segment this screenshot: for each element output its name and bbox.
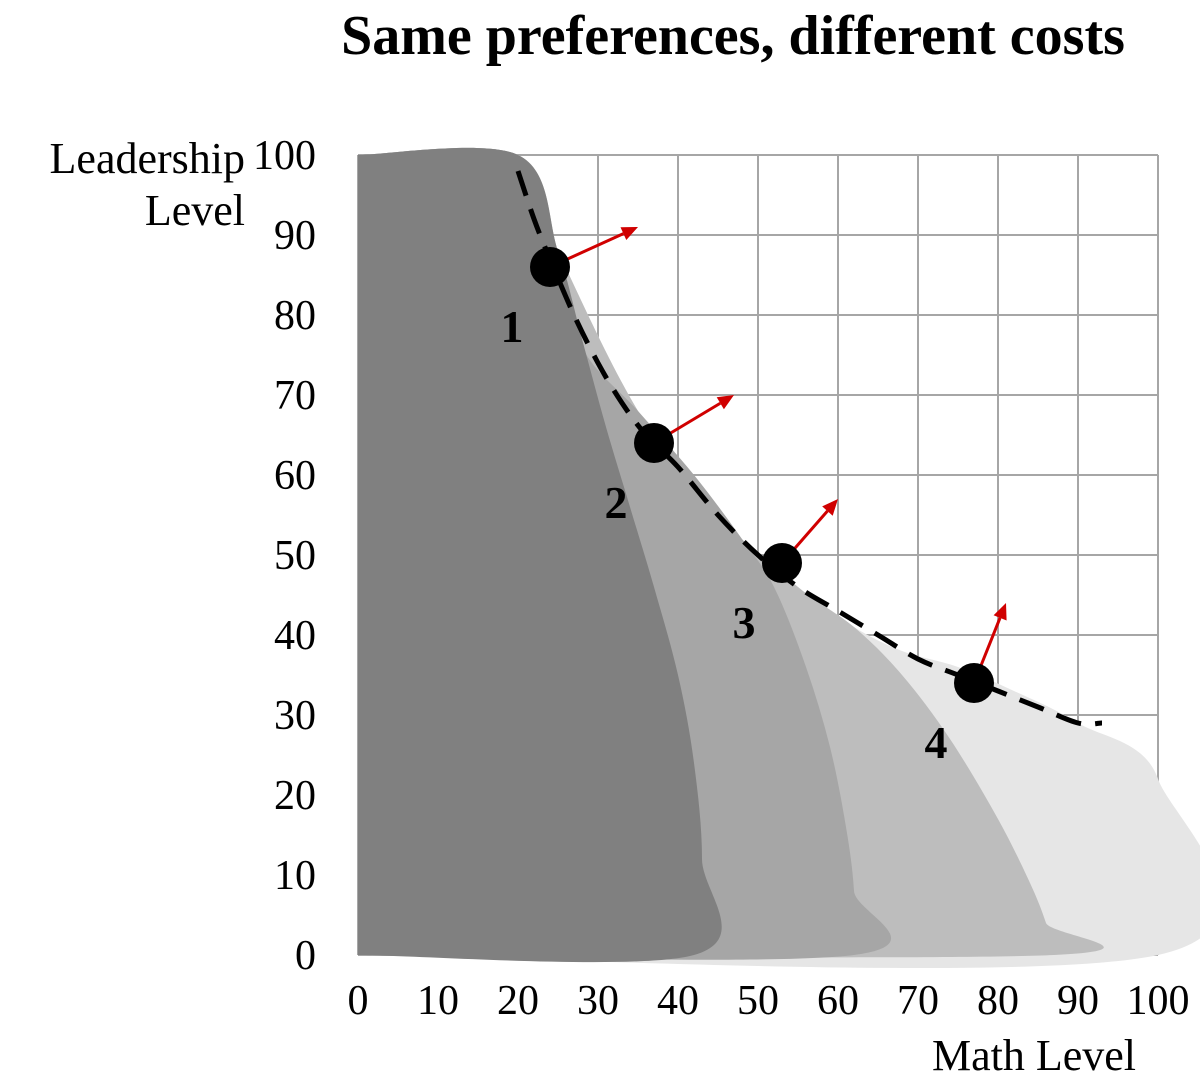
points: 1 2 3 4 bbox=[501, 247, 994, 768]
x-tick-label-0: 0 bbox=[348, 978, 369, 1024]
indifference-curve-layer bbox=[515, 170, 1103, 727]
optimal-point-4 bbox=[954, 663, 994, 703]
y-tick-label-100: 100 bbox=[253, 133, 316, 179]
y-tick-label-0: 0 bbox=[295, 933, 316, 979]
preference-arrowhead-3 bbox=[822, 499, 838, 516]
feasible-region-1 bbox=[358, 147, 722, 963]
x-tick-label-70: 70 bbox=[897, 978, 939, 1024]
y-tick-label-40: 40 bbox=[274, 613, 316, 659]
point-label-3: 3 bbox=[733, 597, 756, 648]
preference-arrowhead-1 bbox=[620, 227, 638, 240]
feasible-regions bbox=[358, 147, 1200, 969]
y-axis-label-line-1: Leadership bbox=[50, 134, 245, 183]
y-axis-label-line-2: Level bbox=[145, 186, 245, 235]
y-tick-label-50: 50 bbox=[274, 533, 316, 579]
x-tick-label-50: 50 bbox=[737, 978, 779, 1024]
y-tick-label-20: 20 bbox=[274, 773, 316, 819]
x-tick-label-20: 20 bbox=[497, 978, 539, 1024]
indifference-curve bbox=[515, 170, 1103, 727]
y-tick-label-10: 10 bbox=[274, 853, 316, 899]
preference-arrowhead-2 bbox=[716, 395, 734, 410]
x-axis-label: Math Level bbox=[932, 1031, 1136, 1080]
x-tick-label-80: 80 bbox=[977, 978, 1019, 1024]
x-tick-labels: 0 10 20 30 40 50 60 70 80 90 100 bbox=[348, 978, 1190, 1024]
x-tick-label-40: 40 bbox=[657, 978, 699, 1024]
x-tick-label-100: 100 bbox=[1127, 978, 1190, 1024]
point-label-1: 1 bbox=[501, 301, 524, 352]
y-tick-label-90: 90 bbox=[274, 213, 316, 259]
optimal-point-3 bbox=[762, 543, 802, 583]
point-label-4: 4 bbox=[925, 717, 948, 768]
optimal-point-1 bbox=[530, 247, 570, 287]
x-tick-label-10: 10 bbox=[417, 978, 459, 1024]
y-tick-label-60: 60 bbox=[274, 453, 316, 499]
x-tick-label-60: 60 bbox=[817, 978, 859, 1024]
optimal-point-2 bbox=[634, 423, 674, 463]
chart-title: Same preferences, different costs bbox=[341, 5, 1125, 67]
x-tick-label-90: 90 bbox=[1057, 978, 1099, 1024]
preference-arrowhead-4 bbox=[993, 603, 1007, 621]
x-tick-label-30: 30 bbox=[577, 978, 619, 1024]
y-tick-labels: 0 10 20 30 40 50 60 70 80 90 100 bbox=[253, 133, 316, 979]
y-tick-label-30: 30 bbox=[274, 693, 316, 739]
y-tick-label-70: 70 bbox=[274, 373, 316, 419]
y-tick-label-80: 80 bbox=[274, 293, 316, 339]
point-label-2: 2 bbox=[605, 477, 628, 528]
